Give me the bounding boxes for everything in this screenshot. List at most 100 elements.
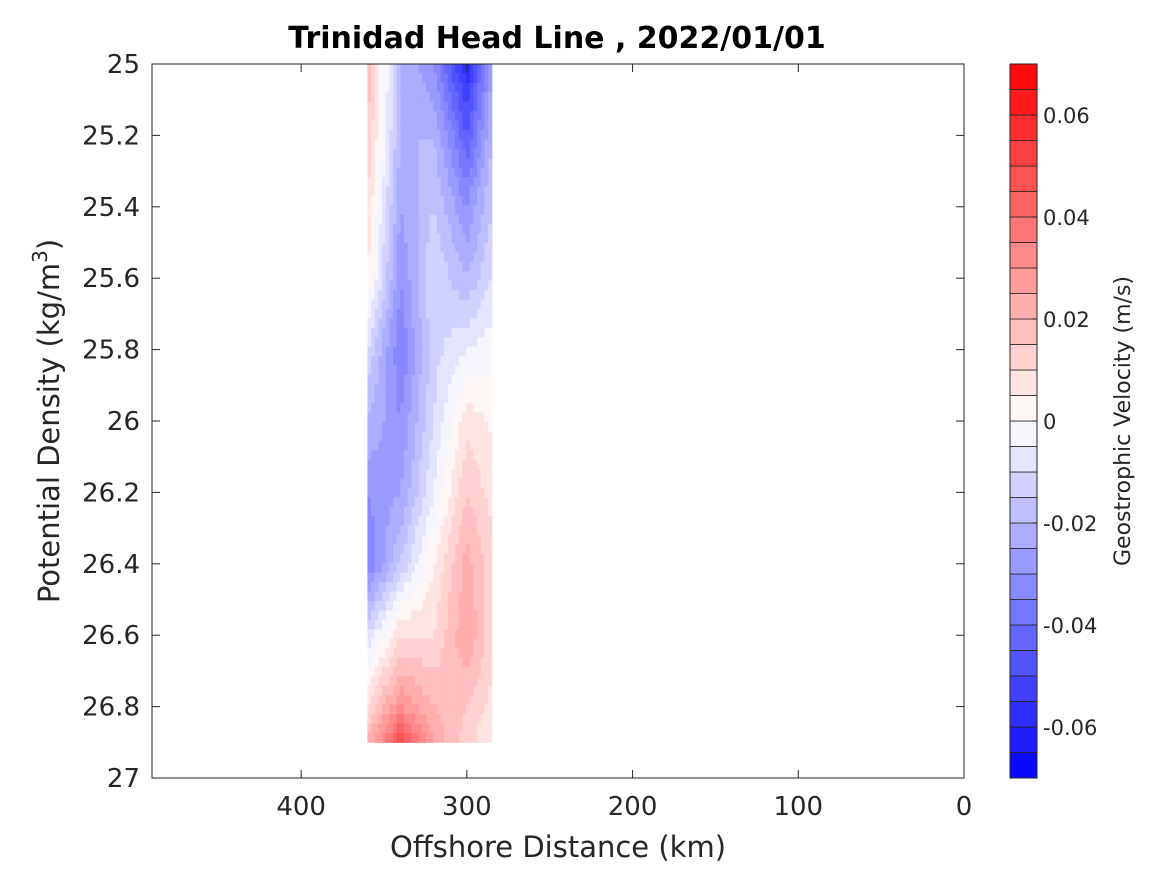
- contour-cell: [469, 459, 475, 470]
- contour-cell: [414, 111, 420, 122]
- colorbar-swatch: [1009, 522, 1038, 549]
- contour-cell: [425, 120, 431, 131]
- contour-cell: [477, 318, 482, 329]
- contour-cell: [458, 412, 464, 423]
- contour-cell: [477, 177, 482, 188]
- contour-cell: [484, 666, 489, 677]
- contour-cell: [477, 440, 482, 451]
- contour-cell: [385, 195, 390, 206]
- contour-cell: [480, 544, 486, 555]
- contour-cell: [393, 233, 398, 244]
- contour-cell: [451, 403, 456, 414]
- contour-cell: [422, 233, 427, 244]
- contour-cell: [429, 205, 434, 216]
- contour-cell: [462, 299, 467, 310]
- contour-cell: [484, 610, 489, 621]
- contour-cell: [425, 591, 431, 602]
- contour-cell: [407, 148, 412, 159]
- contour-cell: [396, 525, 401, 536]
- contour-cell: [477, 186, 482, 197]
- contour-cell: [414, 308, 420, 319]
- contour-cell: [484, 619, 489, 630]
- contour-cell: [480, 619, 486, 630]
- contour-cell: [440, 525, 445, 536]
- contour-cell: [484, 233, 489, 244]
- contour-cell: [488, 205, 493, 216]
- contour-cell: [484, 177, 489, 188]
- contour-cell: [400, 450, 405, 461]
- contour-cell: [411, 139, 416, 150]
- contour-cell: [469, 205, 475, 216]
- contour-cell: [451, 525, 456, 536]
- contour-cell: [367, 384, 372, 395]
- contour-cell: [411, 629, 416, 640]
- contour-cell: [418, 553, 423, 564]
- contour-cell: [455, 723, 460, 734]
- contour-cell: [466, 111, 471, 122]
- contour-cell: [462, 356, 467, 367]
- contour-cell: [466, 195, 471, 206]
- contour-cell: [429, 600, 434, 612]
- contour-cell: [447, 195, 453, 206]
- contour-cell: [444, 412, 449, 423]
- contour-cell: [371, 648, 376, 659]
- contour-cell: [371, 666, 376, 677]
- contour-cell: [477, 101, 482, 112]
- colorbar-swatch: [1009, 497, 1038, 524]
- contour-cell: [458, 299, 464, 310]
- contour-cell: [382, 280, 387, 291]
- contour-cell: [371, 299, 376, 310]
- contour-cell: [422, 346, 427, 357]
- contour-cell: [480, 384, 486, 395]
- contour-cell: [403, 271, 409, 282]
- contour-cell: [422, 648, 427, 659]
- contour-cell: [411, 591, 416, 602]
- contour-cell: [451, 111, 456, 122]
- contour-cell: [378, 497, 383, 508]
- contour-cell: [396, 544, 401, 555]
- contour-cell: [469, 544, 475, 555]
- contour-cell: [480, 572, 486, 583]
- contour-cell: [371, 242, 376, 254]
- contour-cell: [389, 469, 394, 480]
- contour-cell: [367, 92, 372, 103]
- contour-cell: [488, 695, 493, 706]
- contour-cell: [436, 299, 442, 310]
- contour-cell: [407, 648, 412, 659]
- contour-cell: [425, 177, 431, 188]
- contour-cell: [400, 158, 405, 169]
- contour-cell: [396, 648, 401, 659]
- contour-cell: [371, 676, 376, 687]
- contour-cell: [389, 600, 394, 612]
- contour-cell: [436, 403, 442, 414]
- contour-cell: [455, 214, 460, 225]
- contour-cell: [382, 299, 387, 310]
- contour-cell: [440, 648, 445, 659]
- contour-cell: [469, 610, 475, 621]
- contour-cell: [374, 271, 379, 282]
- contour-cell: [466, 666, 471, 677]
- contour-cell: [396, 676, 401, 687]
- contour-cell: [389, 440, 394, 451]
- contour-cell: [382, 648, 387, 659]
- contour-cell: [480, 177, 486, 188]
- chart-title: Trinidad Head Line , 2022/01/01: [288, 21, 825, 56]
- colorbar-swatch: [1009, 191, 1038, 218]
- contour-cell: [422, 535, 427, 546]
- contour-cell: [414, 469, 420, 480]
- contour-cell: [378, 261, 383, 272]
- contour-cell: [378, 337, 383, 348]
- contour-cell: [469, 374, 475, 385]
- contour-cell: [455, 308, 460, 319]
- contour-cell: [466, 525, 471, 536]
- contour-cell: [425, 365, 431, 376]
- contour-cell: [477, 280, 482, 291]
- contour-cell: [436, 177, 442, 188]
- contour-cell: [436, 685, 442, 696]
- contour-cell: [444, 214, 449, 225]
- contour-cell: [455, 384, 460, 395]
- contour-cell: [447, 177, 453, 188]
- contour-cell: [429, 365, 434, 376]
- contour-cell: [444, 572, 449, 583]
- contour-cell: [473, 525, 478, 536]
